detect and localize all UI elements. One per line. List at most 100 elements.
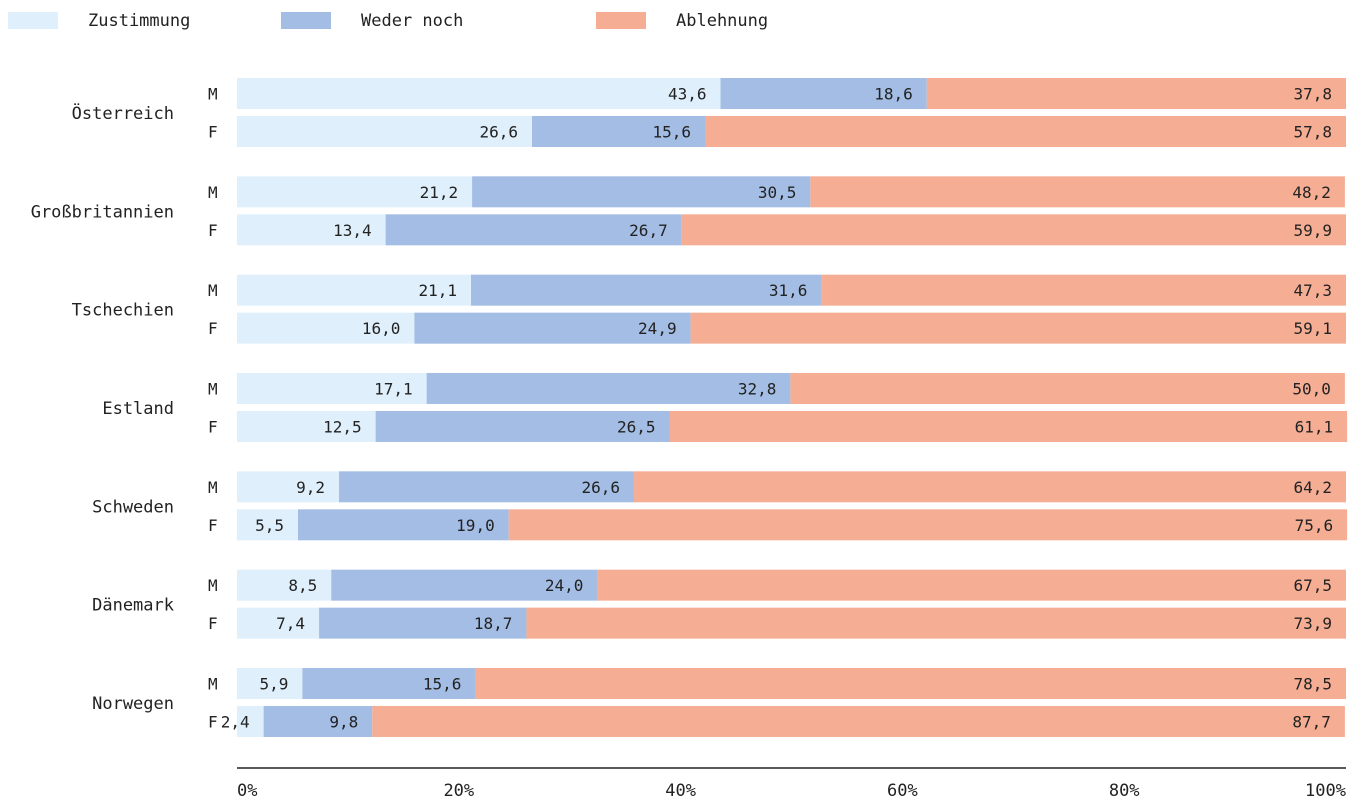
chart-legend: Zustimmung Weder noch Ablehnung — [0, 0, 1363, 40]
data-label-weder-noch: 15,6 — [423, 674, 462, 693]
bar-segment-zustimmung — [237, 116, 532, 147]
data-label-ablehnung: 64,2 — [1293, 478, 1332, 497]
data-label-weder-noch: 19,0 — [456, 516, 495, 535]
bar-segment-zustimmung — [237, 274, 471, 306]
country-label-schweden: Schweden — [92, 497, 174, 517]
bar-segment-ablehnung — [372, 705, 1345, 737]
bar-segment-zustimmung — [237, 312, 415, 344]
legend-label-zustimmung: Zustimmung — [88, 11, 191, 31]
data-label-ablehnung: 61,1 — [1295, 417, 1334, 436]
data-label-ablehnung: 78,5 — [1293, 674, 1332, 693]
bar-segment-weder-noch — [263, 705, 373, 737]
bar-segment-weder-noch — [297, 509, 509, 541]
bar-segment-ablehnung — [926, 78, 1346, 109]
data-label-zustimmung: 21,1 — [418, 281, 457, 300]
data-label-zustimmung: 13,4 — [333, 221, 372, 240]
gender-label-f: F — [208, 123, 218, 142]
bar-segment-weder-noch — [720, 78, 927, 109]
bar-segment-zustimmung — [237, 372, 427, 404]
data-label-ablehnung: 48,2 — [1292, 183, 1331, 202]
data-label-zustimmung: 12,5 — [323, 417, 362, 436]
bar-segment-weder-noch — [375, 410, 670, 442]
legend-label-weder-noch: Weder noch — [361, 11, 464, 31]
data-label-zustimmung: 21,2 — [420, 183, 459, 202]
data-label-weder-noch: 9,8 — [329, 712, 358, 731]
bar-segment-ablehnung — [681, 214, 1346, 246]
data-label-zustimmung: 17,1 — [374, 379, 413, 398]
data-label-zustimmung: 5,9 — [260, 674, 289, 693]
legend-label-ablehnung: Ablehnung — [676, 11, 769, 31]
bar-segment-ablehnung — [810, 176, 1345, 208]
data-label-weder-noch: 30,5 — [758, 183, 797, 202]
bar-segment-ablehnung — [526, 607, 1346, 639]
bar-segment-weder-noch — [385, 214, 682, 246]
country-label-norwegen: Norwegen — [92, 694, 174, 714]
bar-segment-weder-noch — [426, 372, 791, 404]
bar-segment-weder-noch — [319, 607, 527, 639]
bar-segment-zustimmung — [237, 176, 473, 208]
bar-segment-ablehnung — [634, 471, 1346, 503]
bar-segment-ablehnung — [704, 116, 1346, 147]
data-label-weder-noch: 24,0 — [545, 576, 584, 595]
x-tick-label: 20% — [443, 781, 474, 799]
data-label-weder-noch: 18,7 — [474, 614, 513, 633]
x-tick-label: 80% — [1109, 781, 1140, 799]
data-label-ablehnung: 47,3 — [1293, 281, 1332, 300]
legend-swatch-ablehnung — [596, 12, 646, 29]
data-label-zustimmung: 8,5 — [288, 576, 317, 595]
gender-label-m: M — [208, 379, 218, 398]
gender-label-f: F — [208, 712, 218, 731]
bar-segment-weder-noch — [339, 471, 635, 503]
bar-segment-ablehnung — [790, 372, 1345, 404]
gender-label-m: M — [208, 478, 218, 497]
gender-label-m: M — [208, 281, 218, 300]
x-tick-label: 40% — [665, 781, 696, 799]
gender-label-m: M — [208, 576, 218, 595]
data-label-ablehnung: 73,9 — [1293, 614, 1332, 633]
gender-label-f: F — [208, 516, 218, 535]
bar-segment-ablehnung — [690, 312, 1346, 344]
legend-swatch-weder-noch — [281, 12, 331, 29]
bar-segment-ablehnung — [597, 569, 1346, 601]
bar-segment-zustimmung — [237, 705, 264, 737]
bar-segment-zustimmung — [237, 569, 332, 601]
data-label-zustimmung: 9,2 — [296, 478, 325, 497]
data-label-zustimmung: 5,5 — [255, 516, 284, 535]
country-label-estland: Estland — [102, 399, 174, 419]
bar-segment-weder-noch — [472, 176, 811, 208]
gender-label-f: F — [208, 614, 218, 633]
legend-swatch-zustimmung — [8, 12, 58, 29]
bar-segment-weder-noch — [302, 667, 476, 699]
bar-segment-ablehnung — [821, 274, 1346, 306]
bar-segment-zustimmung — [237, 410, 376, 442]
bar-segment-weder-noch — [331, 569, 598, 601]
gender-label-f: F — [208, 221, 218, 240]
bar-segment-ablehnung — [475, 667, 1346, 699]
bar-segment-weder-noch — [531, 116, 705, 147]
data-label-weder-noch: 26,7 — [629, 221, 668, 240]
bar-segment-ablehnung — [669, 410, 1348, 442]
bar-segment-zustimmung — [237, 667, 303, 699]
data-label-ablehnung: 75,6 — [1295, 516, 1334, 535]
data-label-ablehnung: 37,8 — [1293, 85, 1332, 104]
country-label-grossbritannien: Großbritannien — [31, 202, 174, 222]
bar-segment-zustimmung — [237, 78, 721, 109]
bar-segment-weder-noch — [414, 312, 691, 344]
gender-label-m: M — [208, 674, 218, 693]
x-tick-label: 100% — [1305, 781, 1346, 799]
bar-segment-ablehnung — [508, 509, 1348, 541]
bar-segment-weder-noch — [470, 274, 822, 306]
data-label-weder-noch: 26,6 — [581, 478, 620, 497]
bar-segment-zustimmung — [237, 214, 386, 246]
data-label-weder-noch: 18,6 — [874, 85, 913, 104]
data-label-zustimmung: 7,4 — [276, 614, 305, 633]
data-label-ablehnung: 67,5 — [1293, 576, 1332, 595]
data-label-zustimmung: 16,0 — [362, 319, 401, 338]
gender-label-f: F — [208, 417, 218, 436]
data-label-zustimmung: 43,6 — [668, 85, 707, 104]
data-label-ablehnung: 50,0 — [1292, 379, 1331, 398]
data-label-weder-noch: 15,6 — [652, 123, 691, 142]
data-label-zustimmung: 2,4 — [221, 712, 250, 731]
country-label-osterreich: Österreich — [72, 102, 174, 124]
